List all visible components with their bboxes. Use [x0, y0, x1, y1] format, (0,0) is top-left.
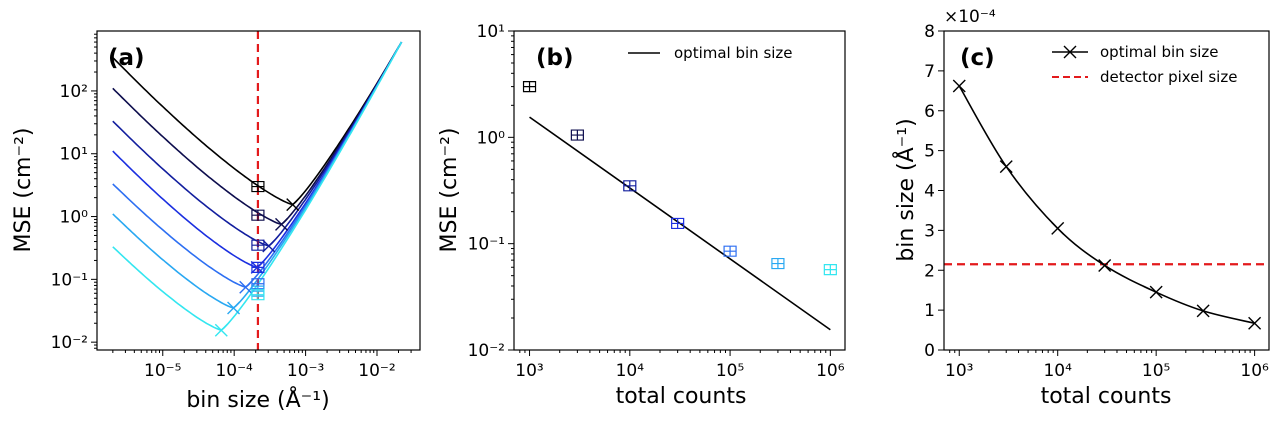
panel-b-label: (b) — [536, 45, 574, 71]
panel-c-point-1 — [999, 160, 1013, 174]
panel-c-ytick-label-0: 0 — [924, 341, 935, 361]
panel-c-ytick-label-4: 4 — [924, 182, 935, 202]
panel-c: 10³ 10⁴ 10⁵ 10⁶ 0 1 2 3 4 5 6 7 8 (c) ×10⁻⁴ total co… — [892, 7, 1270, 409]
panel-a-plot-area — [112, 31, 403, 350]
panel-b-point-3 — [671, 217, 685, 230]
panel-c-ytick-label-2: 2 — [924, 261, 935, 281]
panel-c-ytick-label-5: 5 — [924, 142, 935, 162]
panel-b-legend: optimal bin size — [628, 44, 793, 62]
panel-a-ytick-label-4: 10² — [60, 82, 88, 102]
panel-a-series-errorbar-1 — [251, 209, 265, 221]
panel-c-ticks: 10³ 10⁴ 10⁵ 10⁶ 0 1 2 3 4 5 6 7 8 — [924, 22, 1269, 381]
panel-a-xlabel: bin size (Å⁻¹) — [186, 386, 329, 413]
panel-b-frame — [513, 30, 846, 351]
panel-a-series-errorbar-6 — [251, 289, 265, 301]
panel-a-series-line-0 — [112, 41, 403, 206]
panel-c-ytick-label-1: 1 — [924, 301, 935, 321]
panel-c-xtick-label-0: 10³ — [945, 361, 973, 381]
panel-b-ytick-label-1: 10⁻¹ — [468, 235, 505, 255]
panel-a: 10⁻⁵ 10⁻⁴ 10⁻³ 10⁻² 10⁻² 10⁻¹ 10⁰ 10¹ 10² (a) bi… — [11, 30, 421, 413]
panel-a-xtick-label-3: 10⁻² — [358, 361, 395, 381]
panel-b-xlabel: total counts — [616, 384, 747, 409]
panel-a-series-min-marker-2 — [262, 239, 276, 253]
panel-a-ytick-label-0: 10⁻² — [51, 333, 88, 353]
panel-c-point-6 — [1248, 316, 1262, 330]
panel-a-ytick-label-1: 10⁻¹ — [51, 270, 88, 290]
panel-c-plot-area — [944, 79, 1269, 330]
panel-a-series-min-marker-4 — [239, 280, 253, 294]
panel-c-point-2 — [1051, 221, 1065, 235]
panel-b-point-2 — [623, 180, 637, 192]
panel-b-xtick-label-1: 10⁴ — [616, 361, 645, 381]
panel-b-point-0 — [522, 80, 537, 93]
panel-b-ytick-label-2: 10⁰ — [477, 128, 506, 148]
panel-c-point-0 — [952, 79, 966, 93]
panel-c-point-4 — [1149, 285, 1163, 299]
panel-b: 10³ 10⁴ 10⁵ 10⁶ 10⁻² 10⁻¹ 10⁰ 10¹ (b) total cou… — [437, 22, 846, 409]
panel-a-series-min-marker-5 — [227, 301, 241, 315]
panel-c-ytick-label-6: 6 — [924, 102, 935, 122]
panel-b-ylabel: MSE (cm⁻²) — [437, 128, 462, 253]
panel-a-label: (a) — [108, 45, 145, 71]
panel-c-ytick-label-7: 7 — [924, 62, 935, 82]
panel-a-ytick-label-3: 10¹ — [60, 145, 88, 165]
panel-b-xtick-label-2: 10⁵ — [716, 361, 744, 381]
panel-b-xtick-label-0: 10³ — [515, 361, 543, 381]
panel-a-xtick-label-2: 10⁻³ — [287, 361, 324, 381]
panel-b-ytick-label-0: 10⁻² — [468, 341, 505, 361]
panel-a-xtick-label-0: 10⁻⁵ — [144, 361, 181, 381]
panel-c-xtick-label-2: 10⁵ — [1142, 361, 1170, 381]
panel-a-series-min-marker-6 — [214, 323, 228, 337]
panel-a-ylabel: MSE (cm⁻²) — [11, 128, 36, 253]
panel-c-xtick-label-3: 10⁶ — [1240, 361, 1269, 381]
panel-c-legend-x-marker — [1063, 45, 1077, 59]
panel-c-legend: optimal bin size detector pixel size — [1052, 43, 1237, 86]
panel-a-frame — [96, 30, 421, 351]
panel-a-ticks: 10⁻⁵ 10⁻⁴ 10⁻³ 10⁻² 10⁻² 10⁻¹ 10⁰ 10¹ 10² — [51, 33, 412, 381]
panel-c-point-3 — [1098, 258, 1112, 272]
panel-c-ytick-label-3: 3 — [924, 221, 935, 241]
panel-a-series-min-marker-0 — [286, 198, 300, 212]
panel-c-ytick-label-8: 8 — [924, 22, 935, 42]
panel-c-legend-optimal-bin-size: optimal bin size — [1100, 43, 1219, 61]
panel-c-xlabel: total counts — [1041, 384, 1172, 409]
panel-a-series-errorbar-0 — [251, 180, 265, 193]
panel-b-ticks: 10³ 10⁴ 10⁵ 10⁶ 10⁻² 10⁻¹ 10⁰ 10¹ — [468, 22, 845, 381]
panel-c-legend-detector-pixel-size: detector pixel size — [1100, 68, 1237, 86]
panel-b-xtick-label-3: 10⁶ — [816, 361, 845, 381]
panel-b-ytick-label-3: 10¹ — [477, 22, 505, 42]
panel-b-point-4 — [723, 245, 737, 257]
panel-a-series-min-marker-3 — [250, 260, 264, 274]
panel-b-point-6 — [823, 264, 837, 276]
panel-c-xtick-label-1: 10⁴ — [1043, 361, 1072, 381]
panel-b-point-5 — [771, 257, 785, 270]
panel-c-point-5 — [1196, 304, 1210, 318]
panel-c-ylabel: bin size (Å⁻¹) — [892, 118, 919, 261]
panel-a-ytick-label-2: 10⁰ — [60, 208, 89, 228]
panel-b-plot-area — [522, 80, 837, 331]
panel-a-xtick-label-1: 10⁻⁴ — [215, 361, 253, 381]
panel-c-label: (c) — [960, 45, 995, 71]
panel-a-series-min-marker-1 — [275, 217, 288, 231]
panel-c-multiplier: ×10⁻⁴ — [944, 7, 996, 27]
panel-b-point-1 — [570, 129, 584, 141]
panel-b-legend-optimal-bin-size: optimal bin size — [674, 44, 793, 62]
